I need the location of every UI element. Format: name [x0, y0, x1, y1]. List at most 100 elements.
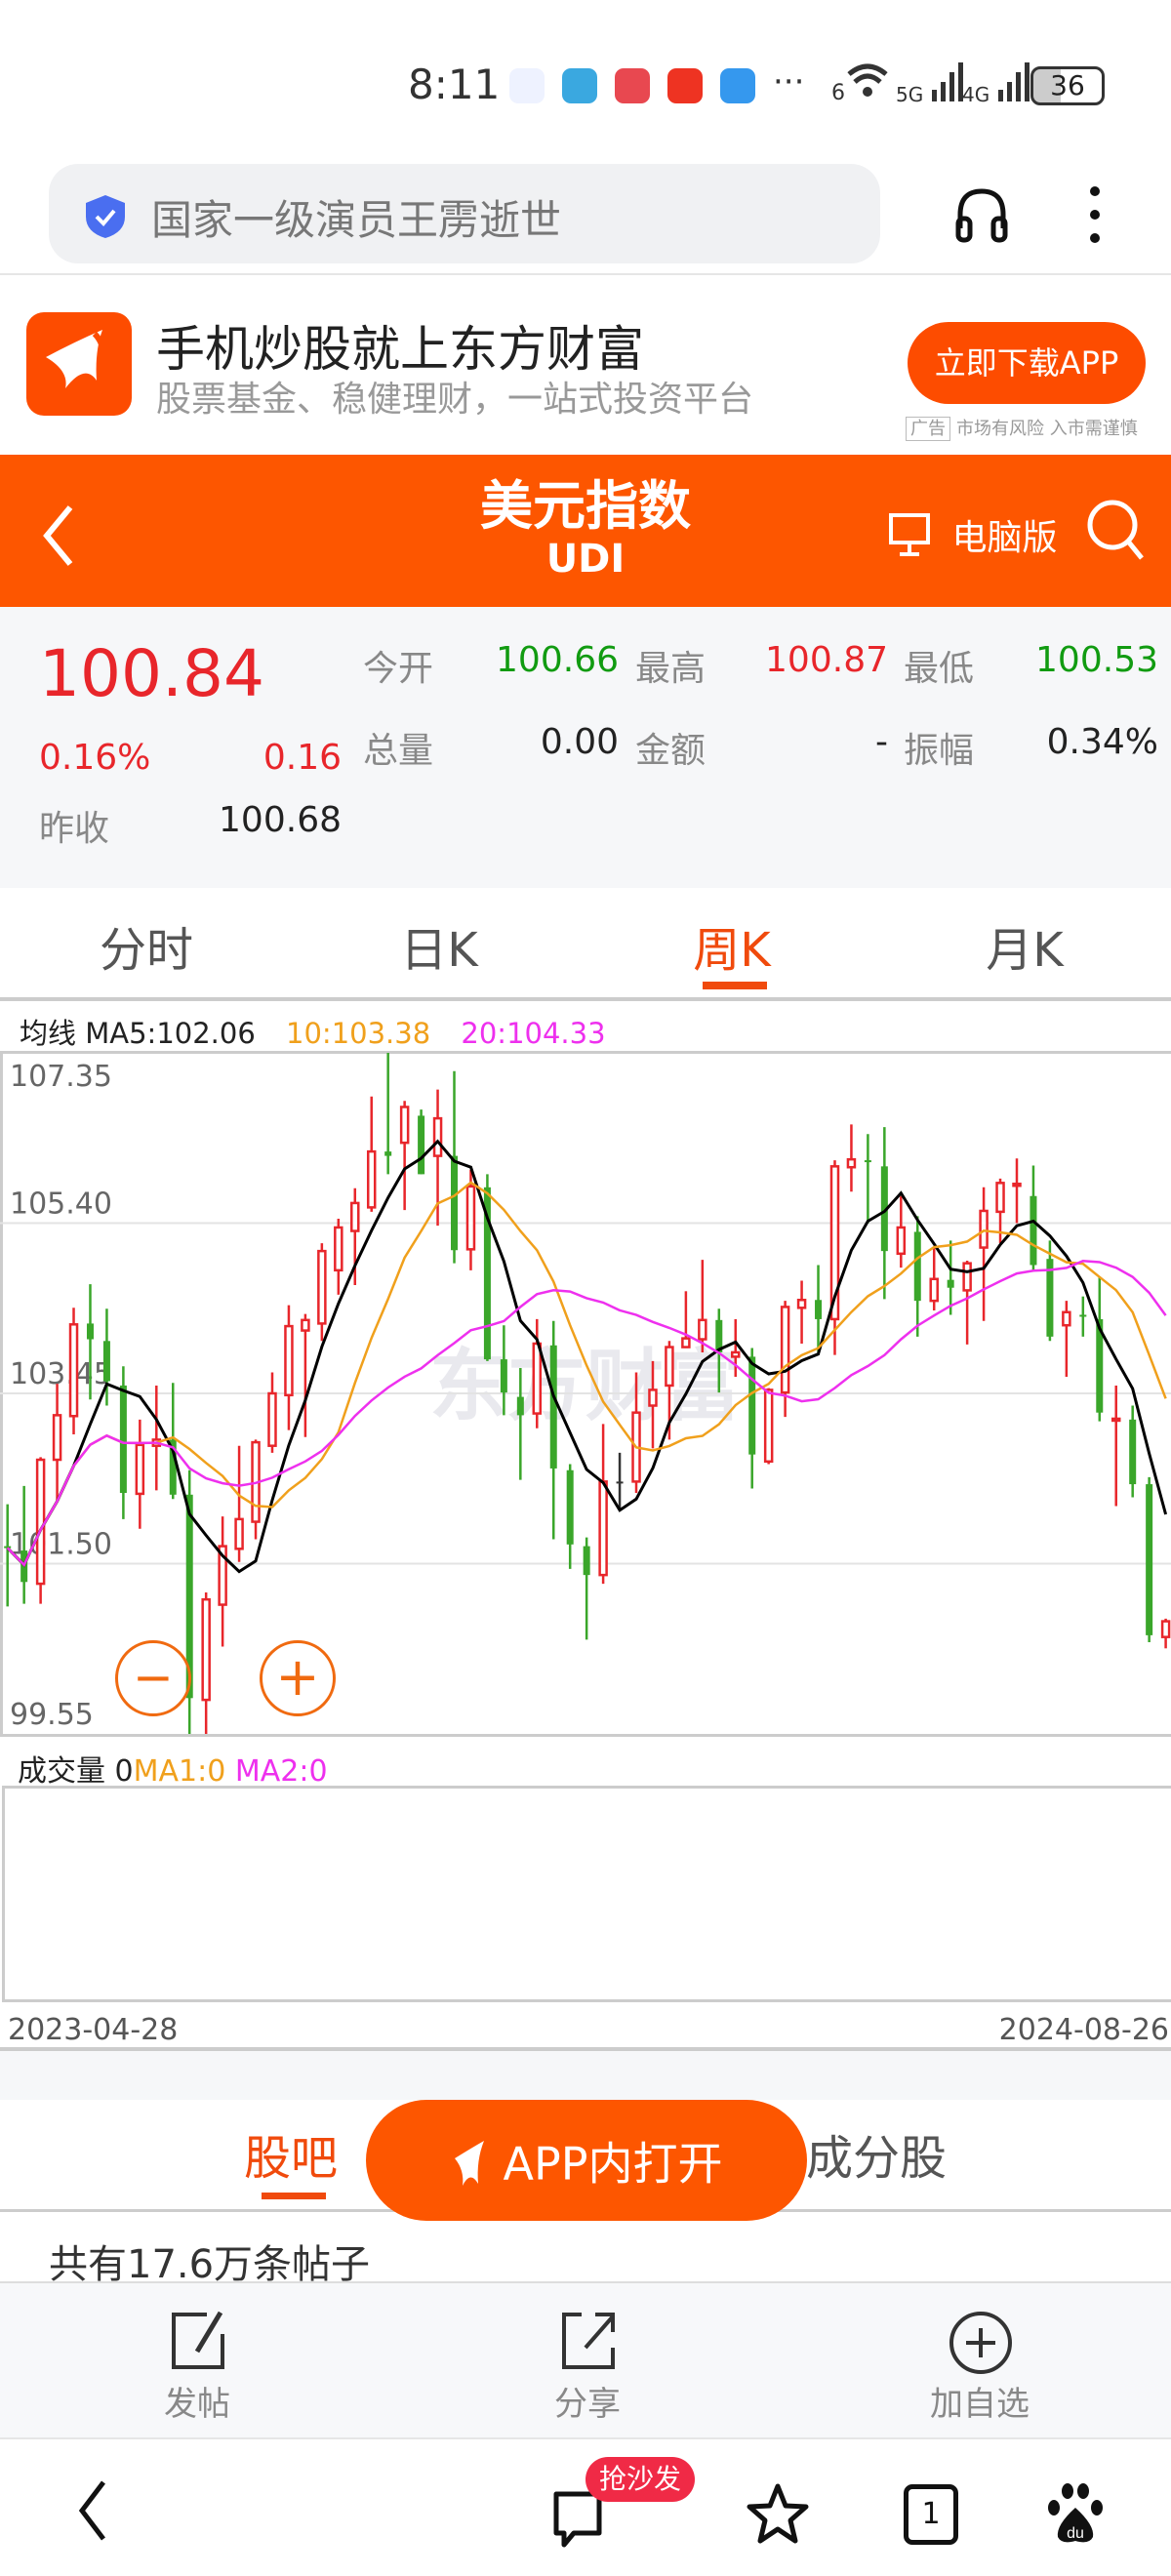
- back-icon[interactable]: [39, 503, 78, 568]
- tab-daily-k[interactable]: 日K: [400, 923, 478, 978]
- ma5-line: [6, 1139, 1168, 1574]
- candle: [135, 1419, 145, 1529]
- comment-badge: 抢沙发: [586, 2457, 696, 2502]
- candle-body: [648, 1389, 658, 1407]
- candle: [169, 1383, 177, 1500]
- ad-disclaimer: 广告 市场有风险 入市需谨慎: [906, 415, 1138, 441]
- candle-body: [52, 1414, 62, 1462]
- download-app-button[interactable]: 立即下载APP: [908, 322, 1146, 404]
- candle: [616, 1452, 624, 1510]
- candle-body: [1030, 1195, 1037, 1266]
- zoom-in-button[interactable]: +: [260, 1640, 336, 1716]
- candle: [1062, 1301, 1071, 1377]
- tab-monthly-k[interactable]: 月K: [986, 923, 1064, 978]
- candle: [731, 1318, 741, 1377]
- candle-body: [979, 1209, 989, 1249]
- monitor-icon: [889, 513, 930, 556]
- candle-body: [185, 1494, 193, 1699]
- candle: [780, 1301, 790, 1418]
- ma5-value: MA5:102.06: [85, 1017, 256, 1050]
- ad-subtitle: 股票基金、稳健理财，一站式投资平台: [156, 380, 754, 420]
- ma-legend-title: 均线: [20, 1017, 77, 1050]
- add-watchlist-label: 加自选: [930, 2385, 1030, 2424]
- candle-body: [4, 1546, 12, 1549]
- candle: [566, 1464, 574, 1569]
- active-tab-indicator: [262, 2193, 326, 2199]
- star-icon[interactable]: [746, 2482, 810, 2547]
- shield-check-icon: [86, 195, 125, 238]
- headphones-icon[interactable]: [952, 185, 1011, 244]
- candle-body: [86, 1323, 94, 1340]
- candle-body: [1046, 1259, 1054, 1337]
- candle-body: [598, 1480, 608, 1577]
- tab-weekly-k[interactable]: 周K: [693, 923, 771, 978]
- candle: [748, 1348, 756, 1489]
- candle: [549, 1320, 557, 1540]
- action-bar: [0, 2281, 1171, 2439]
- candle-body: [748, 1356, 756, 1455]
- candle-body: [731, 1350, 741, 1358]
- candle-body: [616, 1481, 624, 1484]
- candle-body: [1096, 1318, 1104, 1413]
- edit-icon: [172, 2311, 224, 2369]
- change-value: 0.16: [262, 738, 342, 778]
- ma10-value: 10:103.38: [286, 1017, 431, 1050]
- more-menu-icon[interactable]: [1085, 183, 1105, 246]
- search-icon[interactable]: [1085, 498, 1148, 564]
- open-in-app-label: APP内打开: [503, 2137, 723, 2191]
- tab-constituents[interactable]: 成分股: [806, 2131, 948, 2186]
- app-notification-icon: [562, 68, 597, 103]
- low-value: 100.53: [1035, 640, 1158, 680]
- high-value: 100.87: [765, 640, 888, 680]
- open-value: 100.66: [496, 640, 619, 680]
- add-circle-icon: [949, 2312, 1012, 2374]
- more-notifications-icon: ···: [773, 62, 805, 101]
- tabs-button[interactable]: 1: [904, 2484, 958, 2545]
- candle: [896, 1195, 907, 1268]
- candle: [234, 1445, 244, 1562]
- candle-body: [780, 1306, 790, 1394]
- candle-body: [681, 1337, 691, 1348]
- y-tick-label: 105.40: [10, 1187, 112, 1222]
- ad-tag: 广告: [906, 417, 950, 441]
- desktop-version-button[interactable]: 电脑版: [888, 509, 1057, 560]
- candle-body: [947, 1279, 954, 1288]
- candle: [1012, 1158, 1022, 1224]
- candle-body: [201, 1597, 211, 1702]
- watermark: 东方财富: [429, 1343, 742, 1429]
- baidu-icon[interactable]: du: [1048, 2482, 1103, 2545]
- candle: [52, 1384, 62, 1502]
- prev-close-label: 昨收: [39, 809, 110, 849]
- volume-ma1: MA1:0: [133, 1754, 226, 1789]
- candle: [698, 1260, 707, 1352]
- candle: [86, 1284, 94, 1400]
- status-time: 8:11: [408, 60, 501, 108]
- candle: [979, 1187, 989, 1321]
- comment-icon[interactable]: [548, 2488, 607, 2553]
- search-text: 国家一级演员王雳逝世: [151, 196, 562, 244]
- candle-body: [549, 1345, 557, 1469]
- zoom-out-button[interactable]: −: [115, 1640, 191, 1716]
- candle: [648, 1360, 658, 1449]
- candle: [301, 1313, 310, 1437]
- tab-intraday[interactable]: 分时: [99, 923, 193, 978]
- open-in-app-button[interactable]: APP内打开: [366, 2100, 807, 2221]
- candle: [251, 1439, 261, 1540]
- candle-body: [465, 1185, 476, 1251]
- divider: [0, 273, 1171, 275]
- weather-icon: [720, 68, 755, 103]
- candle: [796, 1280, 807, 1344]
- candle-body: [218, 1545, 227, 1606]
- search-bar[interactable]: 国家一级演员王雳逝世: [49, 164, 880, 263]
- candle: [864, 1134, 871, 1224]
- candle-body: [913, 1231, 921, 1302]
- browser-back-icon[interactable]: [74, 2478, 113, 2543]
- candle-body: [350, 1201, 360, 1232]
- candle: [267, 1372, 277, 1453]
- tab-stock-forum[interactable]: 股吧: [244, 2131, 339, 2186]
- candle-body: [763, 1389, 774, 1464]
- low-label: 最低: [904, 649, 975, 689]
- candle-body: [532, 1342, 543, 1415]
- volume-value: 0.00: [540, 722, 619, 762]
